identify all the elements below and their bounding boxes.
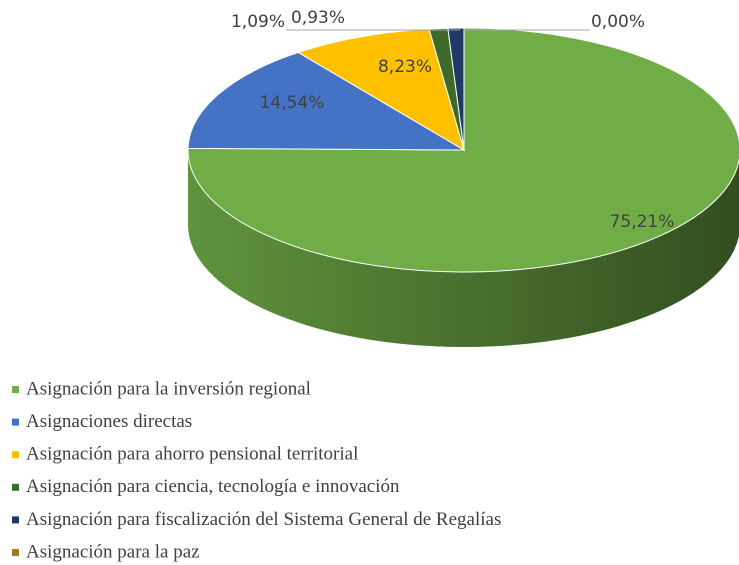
- legend-label: Asignaciones directas: [26, 411, 192, 432]
- data-label: 75,21%: [610, 212, 675, 232]
- legend: Asignación para la inversión regional Asi…: [12, 378, 501, 562]
- data-labels: 75,21% 14,54% 8,23% 1,09% 0,93% 0,00%: [231, 8, 674, 232]
- data-label: 8,23%: [378, 57, 432, 77]
- data-label: 0,93%: [291, 8, 345, 28]
- legend-swatch: [12, 549, 19, 556]
- data-label: 14,54%: [260, 93, 325, 113]
- data-label: 0,00%: [591, 12, 645, 32]
- pie-slice: [447, 27, 465, 151]
- data-label: 1,09%: [231, 12, 285, 32]
- legend-label: Asignación para ciencia, tecnología e in…: [26, 476, 400, 497]
- legend-label: Asignación para fiscalización del Sistem…: [26, 509, 501, 530]
- pie-slice: [187, 51, 466, 151]
- legend-swatch: [12, 386, 19, 393]
- pie-sides: [188, 150, 739, 347]
- legend-label: Asignación para ahorro pensional territo…: [26, 444, 358, 465]
- legend-label: Asignación para la inversión regional: [26, 378, 311, 399]
- pie-slice: [297, 28, 465, 152]
- legend-swatch: [12, 483, 19, 491]
- pie-side-shade: [188, 150, 739, 347]
- legend-swatch: [12, 418, 19, 426]
- legend-swatch: [12, 516, 19, 524]
- legend-label: Asignación para la paz: [26, 541, 200, 562]
- legend-swatch: [12, 451, 19, 459]
- pie-tops: [187, 27, 739, 273]
